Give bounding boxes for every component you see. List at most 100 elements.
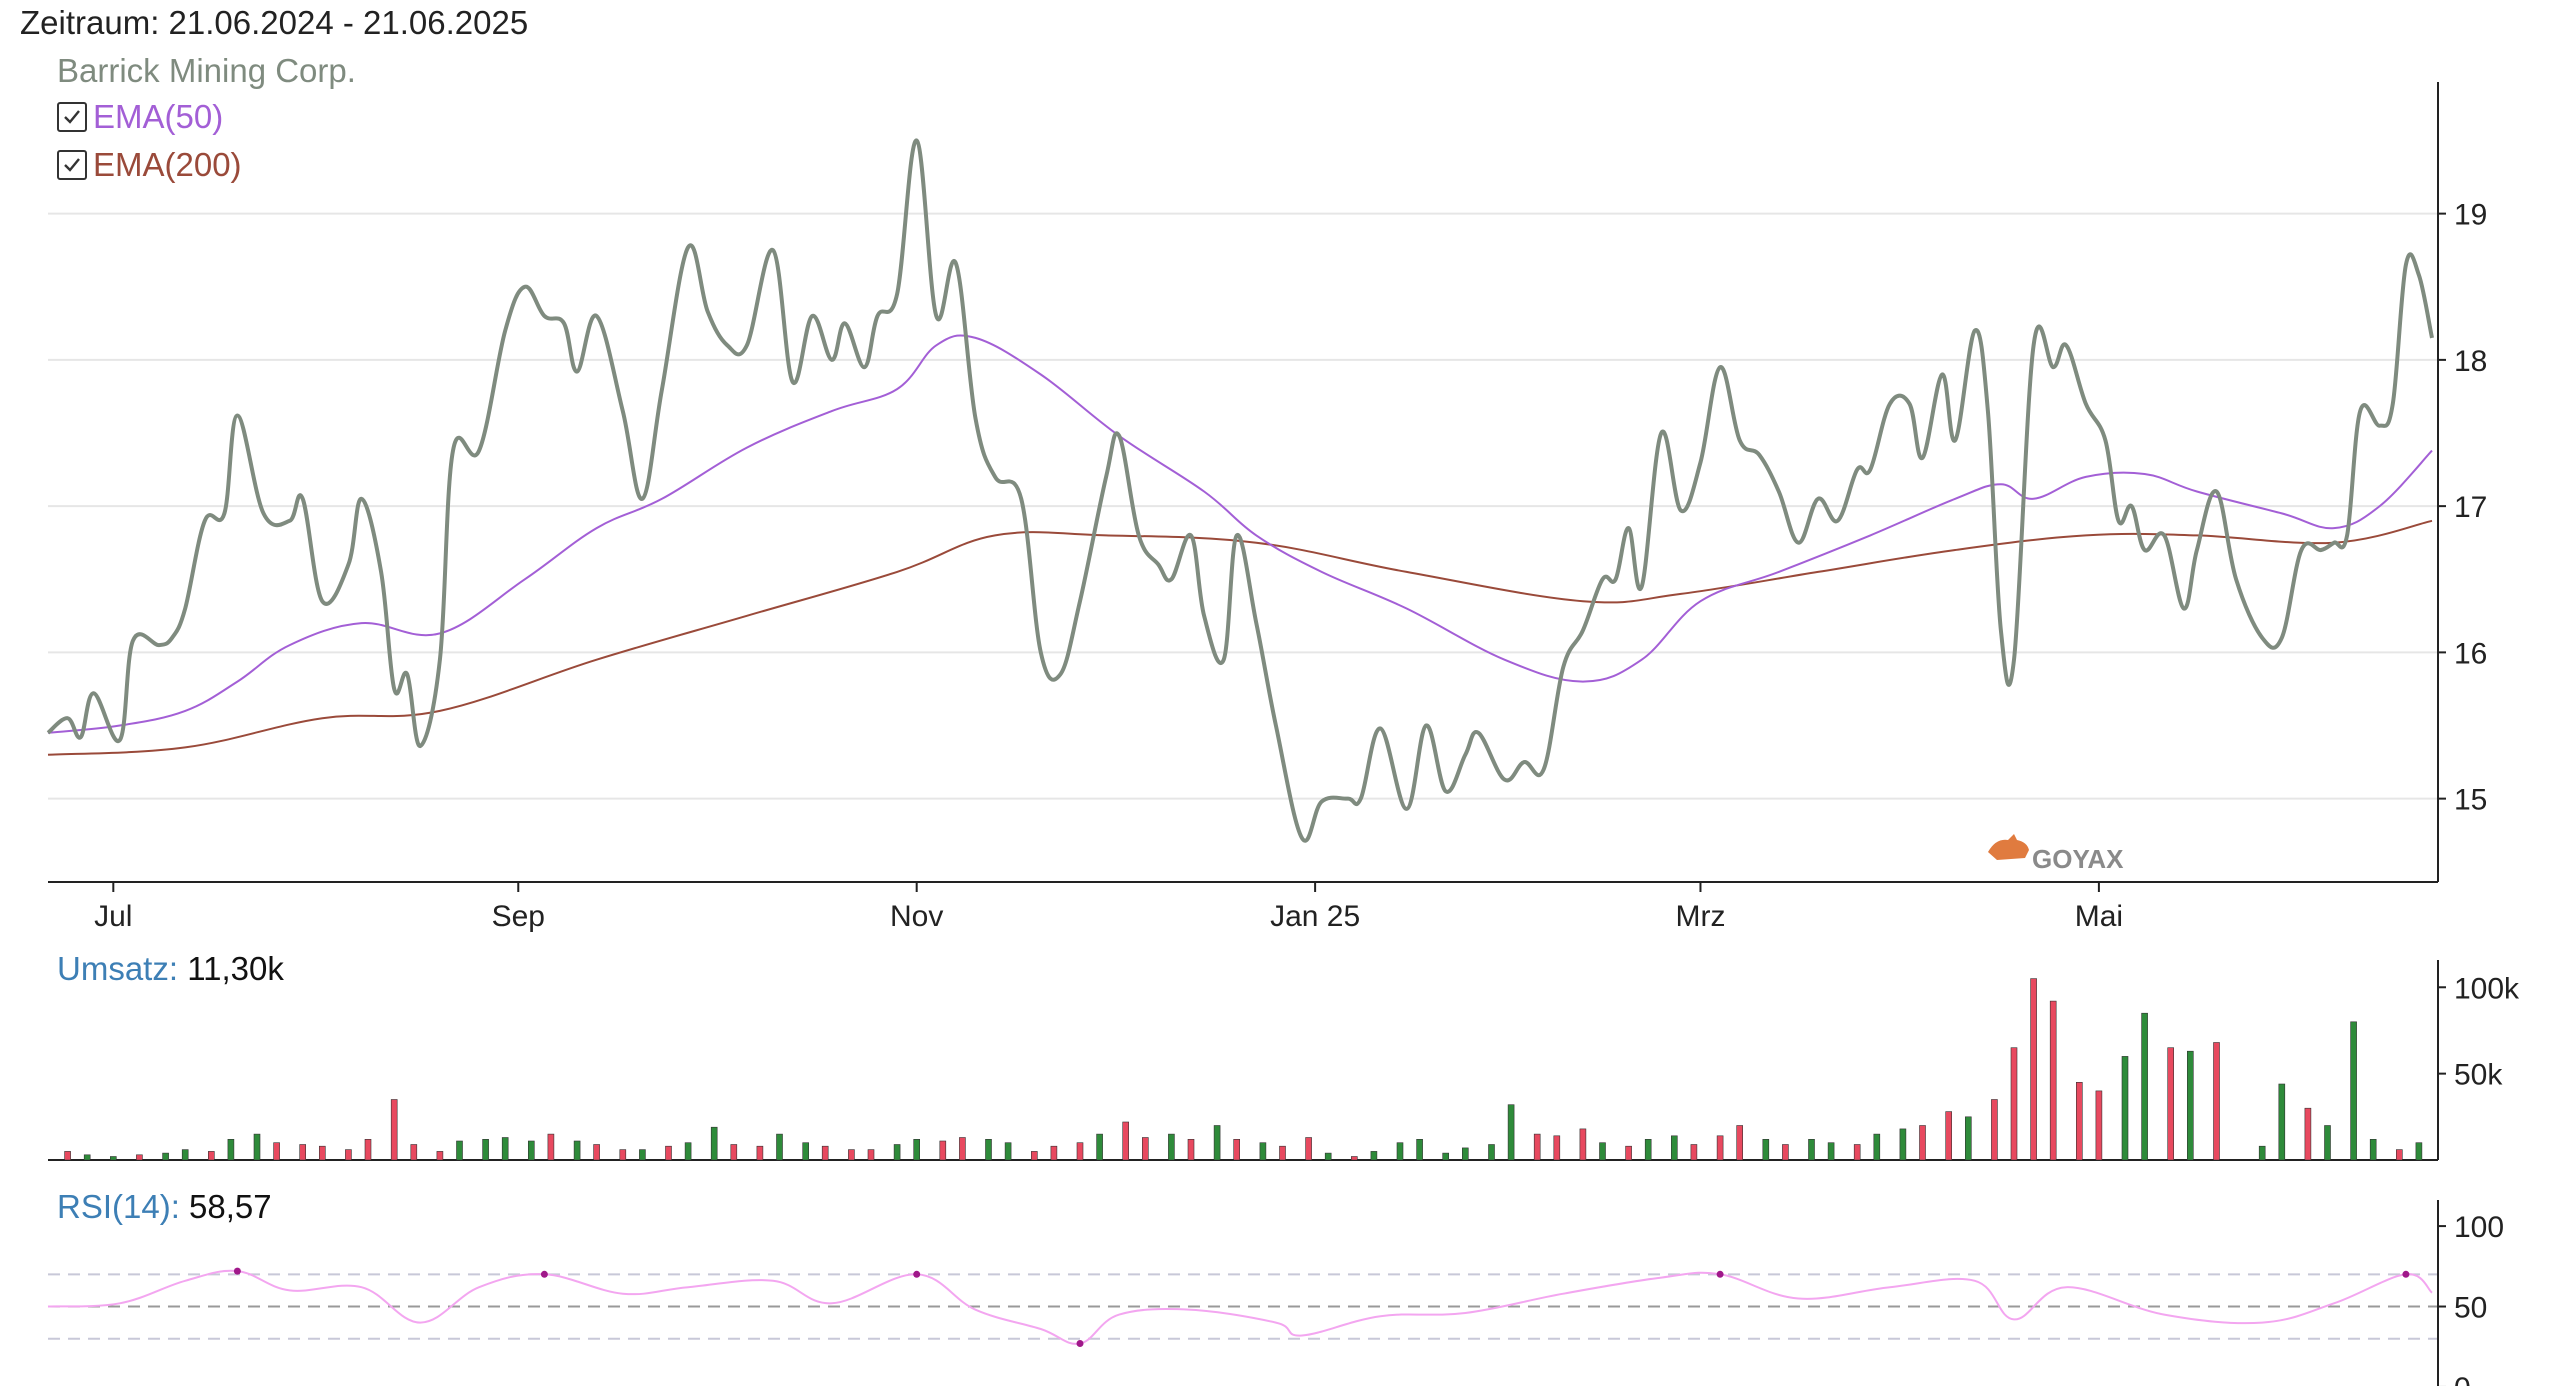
volume-bar-up — [1370, 1151, 1378, 1161]
watermark-text: GOYAX — [2032, 844, 2124, 874]
rsi-value: 58,57 — [189, 1188, 272, 1225]
volume-bar-up — [1644, 1139, 1652, 1161]
volume-bar-up — [1096, 1133, 1103, 1161]
volume-bar-up — [2369, 1139, 2377, 1161]
volume-bar-down — [1233, 1139, 1240, 1161]
volume-bar-up — [1259, 1142, 1267, 1161]
volume-bar-down — [619, 1149, 627, 1161]
volume-bar-down — [1782, 1144, 1789, 1161]
volume-bar-up — [1671, 1135, 1678, 1161]
volume-bar-down — [1187, 1139, 1195, 1161]
volume-bar-down — [1031, 1151, 1038, 1161]
volume-bar-down — [364, 1139, 372, 1161]
volume-bar-up — [2258, 1145, 2266, 1161]
volume-bar-up — [1324, 1152, 1332, 1161]
volume-bar-down — [410, 1144, 418, 1161]
volume-bar-up — [2415, 1142, 2423, 1161]
volume-bar-up — [1416, 1139, 1423, 1161]
volume-bar-down — [1050, 1145, 1058, 1161]
rsi-extreme-marker — [540, 1270, 548, 1278]
checkbox-checked-icon[interactable] — [57, 102, 87, 132]
volume-bar-down — [318, 1145, 326, 1161]
volume-bar-up — [1599, 1142, 1606, 1161]
volume-bar-up — [1899, 1128, 1907, 1161]
volume-bar-up — [1442, 1152, 1449, 1161]
y-tick-label: 50k — [2454, 1059, 2503, 1092]
volume-bar-down — [1553, 1135, 1561, 1161]
volume-bar-down — [273, 1142, 280, 1161]
volume-bar-up — [2141, 1012, 2148, 1161]
volume-bar-down — [1351, 1156, 1358, 1161]
volume-bar-up — [2121, 1056, 2129, 1161]
volume-label: Umsatz: — [57, 950, 179, 987]
volume-bar-down — [2167, 1047, 2174, 1161]
volume-bar-down — [959, 1137, 966, 1161]
y-tick-label: 17 — [2454, 491, 2487, 524]
volume-bar-down — [1122, 1121, 1129, 1161]
rsi-extreme-marker — [1076, 1340, 1084, 1347]
volume-bar-up — [802, 1142, 810, 1161]
volume-bar-up — [83, 1154, 91, 1161]
volume-bar-up — [893, 1144, 901, 1161]
volume-bar-up — [2187, 1050, 2194, 1161]
y-tick-label: 50 — [2454, 1292, 2487, 1325]
volume-bar-down — [547, 1133, 555, 1161]
volume-bar-up — [913, 1139, 921, 1161]
volume-bar-up — [1965, 1116, 1972, 1161]
volume-bar-down — [299, 1144, 307, 1161]
volume-bar-down — [136, 1154, 143, 1161]
legend-item-ema200[interactable]: EMA(200) — [57, 146, 242, 184]
volume-bar-down — [593, 1144, 600, 1161]
ema200-line — [47, 519, 2433, 756]
volume-bar-down — [730, 1144, 738, 1161]
volume-bar-down — [2010, 1047, 2018, 1161]
volume-bar-down — [1690, 1144, 1698, 1161]
rsi-extreme-marker — [1716, 1270, 1724, 1278]
volume-bar-down — [2396, 1149, 2403, 1161]
volume-bar-up — [456, 1140, 463, 1161]
volume-bar-down — [2095, 1090, 2103, 1161]
volume-bar-up — [253, 1133, 261, 1161]
legend-label-ema200: EMA(200) — [93, 146, 242, 183]
legend-label-ema50: EMA(50) — [93, 98, 224, 135]
checkbox-checked-icon[interactable] — [57, 150, 87, 180]
rsi-extreme-marker — [2402, 1270, 2410, 1278]
volume-bar-up — [1507, 1104, 1515, 1161]
rsi-label: RSI(14): — [57, 1188, 180, 1225]
volume-bar-down — [665, 1145, 672, 1161]
x-tick-label: Jan 25 — [1270, 900, 1360, 933]
volume-bar-up — [1873, 1133, 1881, 1161]
volume-bar-up — [527, 1140, 535, 1161]
volume-bar-up — [2324, 1125, 2331, 1161]
x-tick-label: Jul — [94, 900, 132, 933]
volume-bar-down — [1579, 1128, 1587, 1161]
y-tick-label: 0 — [2454, 1372, 2471, 1386]
volume-bar-down — [848, 1149, 855, 1161]
volume-bar-down — [1279, 1145, 1286, 1161]
rsi-extreme-marker — [233, 1267, 241, 1275]
volume-bar-up — [1762, 1139, 1770, 1161]
volume-bar-down — [756, 1145, 764, 1161]
legend-item-ema50[interactable]: EMA(50) — [57, 98, 223, 136]
volume-bar-up — [776, 1133, 783, 1161]
y-tick-label: 15 — [2454, 784, 2487, 817]
y-tick-label: 19 — [2454, 199, 2487, 232]
volume-bar-up — [1168, 1133, 1175, 1161]
rsi-line — [47, 1269, 2433, 1345]
volume-bar-up — [985, 1139, 992, 1161]
x-tick-label: Nov — [890, 900, 943, 933]
volume-bar-up — [1827, 1142, 1835, 1161]
volume-bar-down — [1919, 1125, 1926, 1161]
x-tick-label: Mai — [2075, 900, 2123, 933]
volume-bar-up — [227, 1139, 235, 1161]
volume-bar-up — [482, 1139, 489, 1161]
rsi-extreme-marker — [913, 1270, 921, 1278]
y-tick-label: 100 — [2454, 1211, 2504, 1244]
bull-logo-icon — [1988, 834, 2029, 860]
volume-bar-down — [1142, 1137, 1149, 1161]
volume-bar-down — [1736, 1125, 1743, 1161]
volume-bar-down — [821, 1145, 829, 1161]
volume-bar-down — [64, 1151, 71, 1161]
volume-bar-down — [1076, 1142, 1084, 1161]
